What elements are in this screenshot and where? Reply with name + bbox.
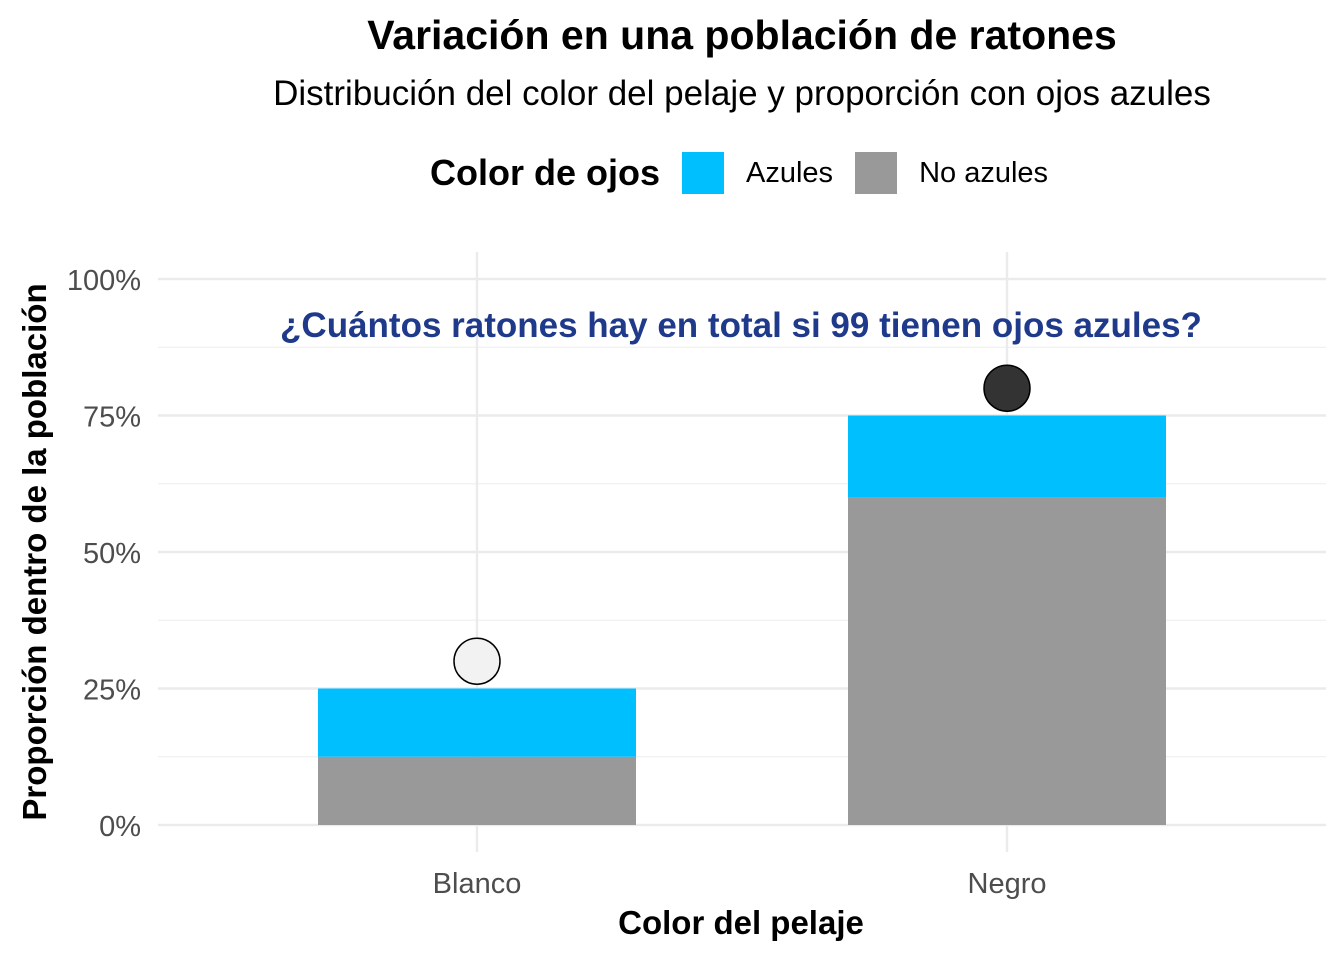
legend-swatch-azules bbox=[682, 152, 725, 194]
y-tick-label: 100% bbox=[67, 265, 141, 297]
bar-blanco-no-azules bbox=[318, 756, 636, 825]
chart-subtitle: Distribución del color del pelaje y prop… bbox=[273, 74, 1211, 113]
x-tick-label: Blanco bbox=[433, 868, 522, 900]
legend-label-no-azules: No azules bbox=[919, 156, 1049, 189]
bar-blanco-azules bbox=[318, 688, 636, 757]
y-tick-label: 0% bbox=[99, 811, 141, 843]
marker-negro bbox=[983, 364, 1031, 412]
chart-title: Variación en una población de ratones bbox=[367, 12, 1117, 58]
legend-swatch-no-azules bbox=[855, 152, 898, 194]
y-axis-label: Proporción dentro de la población bbox=[16, 283, 53, 820]
bar-negro-no-azules bbox=[848, 497, 1166, 825]
y-tick-label: 25% bbox=[83, 675, 141, 707]
legend: Color de ojos Azules No azules bbox=[430, 150, 1070, 196]
x-tick-label: Negro bbox=[968, 868, 1047, 900]
y-tick-label: 50% bbox=[83, 538, 141, 570]
x-axis-label: Color del pelaje bbox=[618, 904, 864, 941]
legend-title: Color de ojos bbox=[430, 152, 661, 193]
annotation-question: ¿Cuántos ratones hay en total si 99 tien… bbox=[280, 306, 1202, 345]
legend-label-azules: Azules bbox=[746, 156, 834, 189]
y-tick-label: 75% bbox=[83, 402, 141, 434]
marker-blanco bbox=[453, 637, 501, 685]
bar-negro-azules bbox=[848, 415, 1166, 498]
